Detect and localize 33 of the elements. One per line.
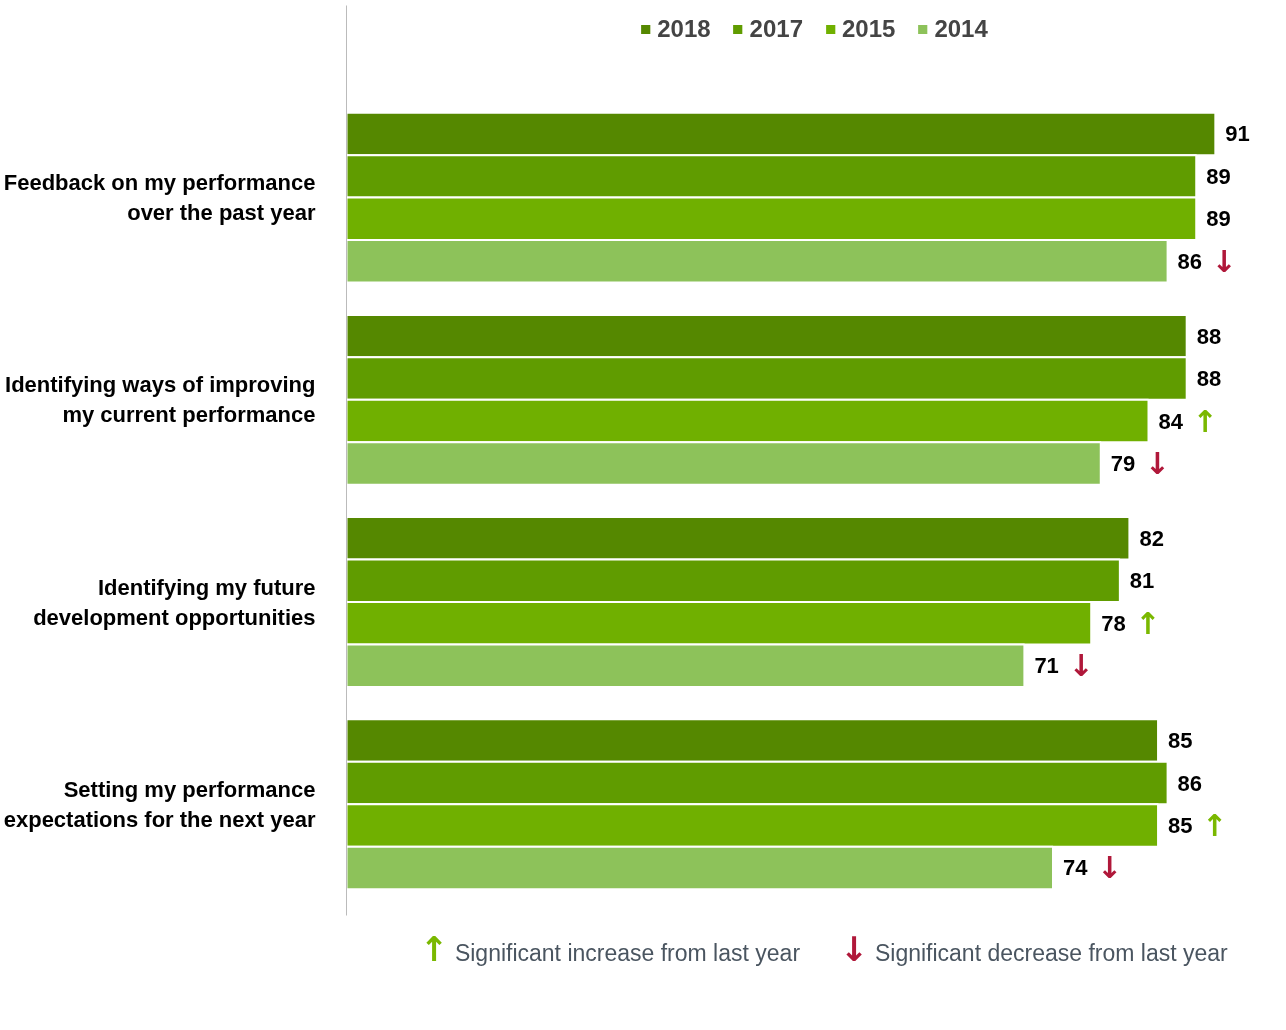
data-label: 78: [1101, 610, 1126, 636]
data-label: 71: [1034, 653, 1059, 679]
data-label: 88: [1196, 366, 1222, 392]
annotation: ↑: [1202, 808, 1228, 844]
data-label: 91: [1225, 121, 1250, 147]
legend-label: 2018: [657, 15, 711, 43]
data-label: 86: [1177, 770, 1203, 796]
y-tick-label: Identifying my future development opportunities: [33, 574, 316, 630]
data-label: 79: [1110, 451, 1136, 477]
annotation: ↑: [1135, 605, 1161, 641]
data-label: 88: [1196, 323, 1222, 349]
data-label: 81: [1129, 568, 1155, 594]
legend-label: 2017: [749, 15, 803, 43]
data-label: 89: [1206, 206, 1231, 232]
annotation: ↓: [1097, 850, 1123, 886]
y-tick-label: Setting my performance expectations for the next year: [3, 776, 316, 832]
data-label: 85: [1168, 728, 1193, 754]
data-label: 74: [1063, 855, 1089, 881]
annotation: ↓: [1211, 243, 1237, 279]
text: ↓ Significant decrease from last year: [840, 929, 1228, 969]
legend-label: 2015: [842, 15, 896, 43]
annotation: ↓: [1144, 446, 1170, 482]
y-tick-label: Feedback on my performance over the past year: [3, 170, 316, 226]
data-label: 82: [1139, 525, 1164, 551]
data-label: 86: [1177, 248, 1203, 274]
text: ↑ Significant increase from last year: [420, 929, 801, 969]
data-label: 89: [1206, 163, 1231, 189]
y-tick-label: Identifying ways of improving my current performance: [5, 372, 316, 428]
annotation: ↓: [1068, 648, 1094, 684]
annotation: ↑: [1192, 403, 1218, 439]
data-label: 84: [1158, 408, 1184, 434]
data-label: 85: [1168, 813, 1193, 839]
legend-label: 2014: [934, 15, 988, 43]
